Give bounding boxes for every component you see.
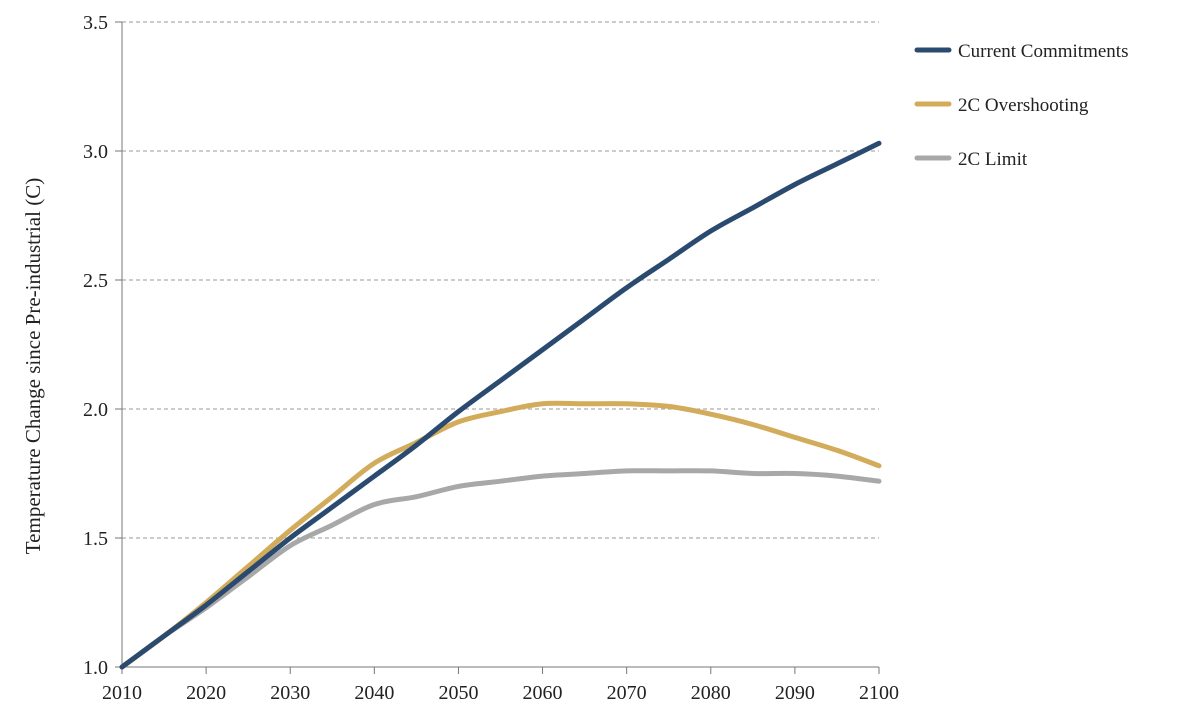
y-tick-label: 1.5 <box>83 528 108 550</box>
legend-label-2c-overshooting: 2C Overshooting <box>958 95 1089 116</box>
x-tick-label: 2040 <box>354 682 394 704</box>
y-tick-labels: 1.0 1.5 2.0 2.5 3.0 3.5 <box>83 12 108 679</box>
x-tick-labels: 2010 2020 2030 2040 2050 2060 2070 2080 2090 2100 <box>102 682 899 704</box>
x-tick-label: 2020 <box>186 682 226 704</box>
x-tick-label: 2090 <box>775 682 815 704</box>
x-tick-label: 2030 <box>270 682 310 704</box>
axes <box>115 22 879 674</box>
y-tick-label: 3.5 <box>83 12 108 34</box>
y-tick-label: 2.0 <box>83 399 108 421</box>
legend-label-current-commitments: Current Commitments <box>958 41 1128 62</box>
x-tick-label: 2050 <box>438 682 478 704</box>
y-tick-label: 3.0 <box>83 141 108 163</box>
series-line-2c-overshooting <box>122 403 879 667</box>
series-line-2c-limit <box>122 471 879 667</box>
y-tick-label: 2.5 <box>83 270 108 292</box>
gridlines <box>122 22 879 538</box>
x-tick-label: 2100 <box>859 682 899 704</box>
y-tick-label: 1.0 <box>83 657 108 679</box>
y-axis-title: Temperature Change since Pre-industrial … <box>21 178 45 554</box>
x-tick-label: 2070 <box>607 682 647 704</box>
legend-label-2c-limit: 2C Limit <box>958 149 1028 170</box>
series-lines <box>122 143 879 667</box>
x-tick-label: 2010 <box>102 682 142 704</box>
legend: Current Commitments 2C Overshooting 2C Lim… <box>917 41 1128 170</box>
x-tick-label: 2060 <box>523 682 563 704</box>
x-tick-label: 2080 <box>691 682 731 704</box>
